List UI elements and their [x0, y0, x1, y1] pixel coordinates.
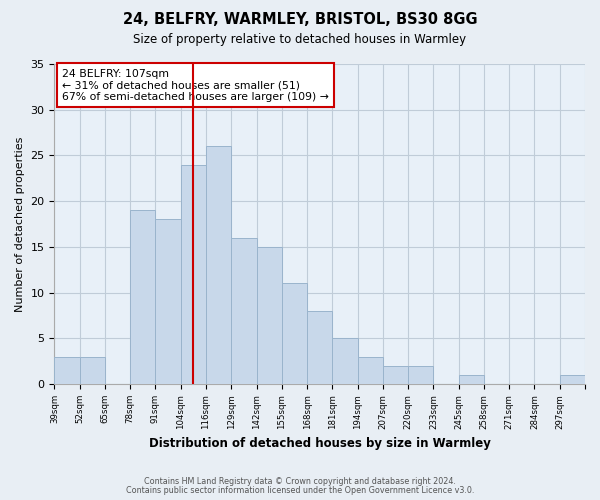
Text: 24, BELFRY, WARMLEY, BRISTOL, BS30 8GG: 24, BELFRY, WARMLEY, BRISTOL, BS30 8GG: [122, 12, 478, 28]
Bar: [560, 375, 585, 384]
Bar: [80, 356, 105, 384]
Bar: [358, 356, 383, 384]
Y-axis label: Number of detached properties: Number of detached properties: [15, 136, 25, 312]
Text: Contains public sector information licensed under the Open Government Licence v3: Contains public sector information licen…: [126, 486, 474, 495]
Bar: [257, 247, 282, 384]
Bar: [231, 238, 257, 384]
X-axis label: Distribution of detached houses by size in Warmley: Distribution of detached houses by size …: [149, 437, 491, 450]
Bar: [206, 146, 231, 384]
Bar: [332, 338, 358, 384]
Bar: [55, 356, 80, 384]
Bar: [155, 220, 181, 384]
Bar: [282, 284, 307, 384]
Bar: [130, 210, 155, 384]
Bar: [307, 311, 332, 384]
Text: Contains HM Land Registry data © Crown copyright and database right 2024.: Contains HM Land Registry data © Crown c…: [144, 477, 456, 486]
Bar: [181, 164, 206, 384]
Text: Size of property relative to detached houses in Warmley: Size of property relative to detached ho…: [133, 32, 467, 46]
Bar: [383, 366, 408, 384]
Bar: [458, 375, 484, 384]
Bar: [408, 366, 433, 384]
Text: 24 BELFRY: 107sqm
← 31% of detached houses are smaller (51)
67% of semi-detached: 24 BELFRY: 107sqm ← 31% of detached hous…: [62, 68, 329, 102]
